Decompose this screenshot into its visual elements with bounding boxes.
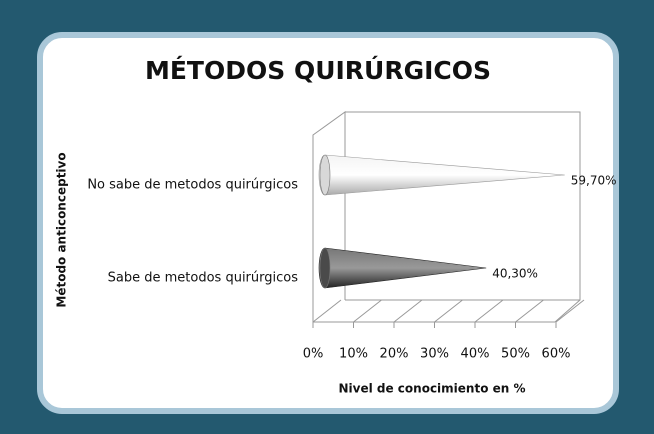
x-tick-label: 10% <box>339 347 368 362</box>
chart-title: MÉTODOS QUIRÚRGICOS <box>145 55 491 85</box>
grid-line <box>474 299 504 323</box>
x-tick-label: 60% <box>542 347 571 362</box>
grid-line <box>312 299 342 323</box>
x-tick-label: 40% <box>461 347 490 362</box>
grid-line <box>555 299 585 323</box>
y-axis-label: Método anticonceptivo <box>55 152 69 307</box>
x-tick-label: 20% <box>380 347 409 362</box>
grid-line <box>515 299 544 323</box>
left-wall <box>312 111 346 322</box>
grid-line <box>353 299 382 323</box>
y-tick-label: Sabe de metodos quirúrgicos <box>108 271 299 286</box>
x-axis-label: Nivel de conocimiento en % <box>338 382 525 396</box>
cone-base <box>319 154 331 196</box>
cone-base <box>319 247 331 289</box>
y-tick-label: No sabe de metodos quirúrgicos <box>87 178 298 193</box>
value-label: 40,30% <box>492 267 538 281</box>
x-tick-label: 50% <box>501 347 530 362</box>
value-label: 59,70% <box>571 174 617 188</box>
grid-line <box>393 299 423 323</box>
x-tick-label: 0% <box>303 347 324 362</box>
x-tick-label: 30% <box>420 347 449 362</box>
grid-line <box>434 299 463 323</box>
panel <box>37 32 619 414</box>
floor-edge <box>554 299 581 323</box>
